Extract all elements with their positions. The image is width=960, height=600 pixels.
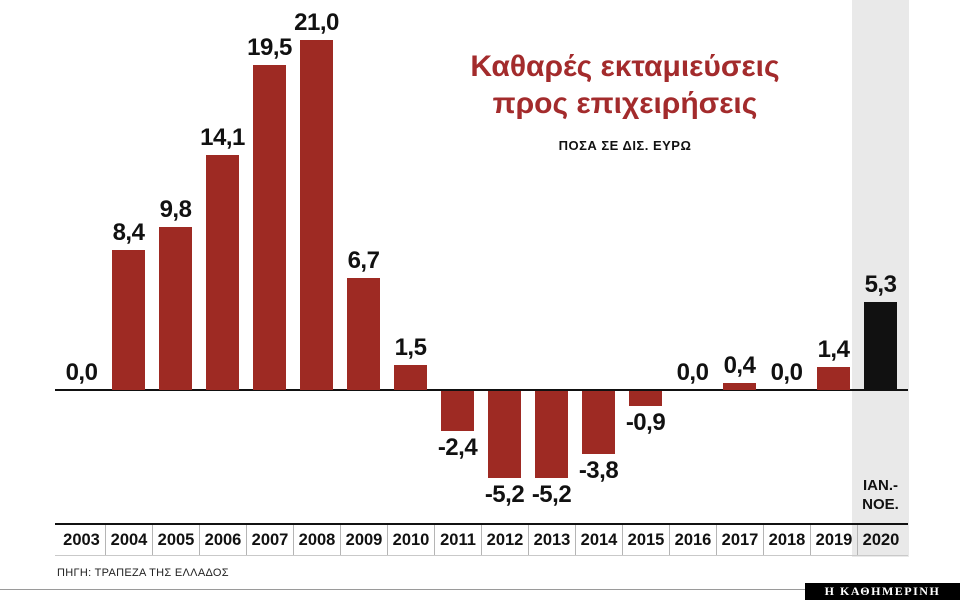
bar-2011 bbox=[441, 391, 474, 431]
year-label-2011: 2011 bbox=[434, 525, 481, 555]
year-label-2019: 2019 bbox=[810, 525, 857, 555]
value-label-2020: 5,3 bbox=[864, 270, 897, 298]
bar-2019 bbox=[817, 366, 850, 390]
year-label-2005: 2005 bbox=[152, 525, 199, 555]
year-label-2010: 2010 bbox=[387, 525, 434, 555]
value-label-2018: 0,0 bbox=[770, 359, 803, 386]
bar-2015 bbox=[629, 391, 662, 406]
chart-title-line-2: προς επιχειρήσεις bbox=[492, 87, 758, 120]
zero-baseline bbox=[55, 389, 908, 391]
bar-2020 bbox=[864, 301, 897, 390]
x-axis-year-row: 2003 2004 2005 2006 2007 2008 2009 2010 2011 2012… bbox=[55, 523, 908, 556]
value-label-2017: 0,4 bbox=[723, 352, 756, 380]
bar-2005 bbox=[159, 226, 192, 390]
year-label-2012: 2012 bbox=[481, 525, 528, 555]
year-label-2004: 2004 bbox=[105, 525, 152, 555]
footer-divider bbox=[0, 589, 960, 590]
value-label-2007: 19,5 bbox=[247, 34, 292, 61]
value-label-2012: -5,2 bbox=[484, 480, 525, 508]
chart-title-block: Καθαρές εκταμιεύσεις προς επιχειρήσεις Π… bbox=[440, 48, 810, 153]
highlight-period-label: ΙΑΝ.- ΝΟΕ. bbox=[862, 477, 899, 513]
bar-2008 bbox=[300, 40, 333, 390]
value-label-2011: -2,4 bbox=[437, 434, 478, 461]
year-label-2009: 2009 bbox=[340, 525, 387, 555]
year-label-2016: 2016 bbox=[669, 525, 716, 555]
year-label-2020: 2020 bbox=[857, 525, 904, 555]
value-label-2006: 14,1 bbox=[200, 124, 245, 151]
year-label-2014: 2014 bbox=[575, 525, 622, 555]
year-label-2017: 2017 bbox=[716, 525, 763, 555]
bar-2006 bbox=[206, 155, 239, 390]
year-label-2013: 2013 bbox=[528, 525, 575, 555]
year-label-2018: 2018 bbox=[763, 525, 810, 555]
value-label-2016: 0,0 bbox=[676, 359, 709, 386]
chart-subtitle: ΠΟΣΑ ΣΕ ΔΙΣ. ΕΥΡΩ bbox=[558, 138, 692, 153]
year-label-2008: 2008 bbox=[293, 525, 340, 555]
source-note: ΠΗΓΗ: ΤΡΑΠΕΖΑ ΤΗΣ ΕΛΛΑΔΟΣ bbox=[57, 567, 229, 579]
highlight-column-background bbox=[852, 0, 909, 557]
bar-2007 bbox=[253, 65, 286, 390]
value-label-2008: 21,0 bbox=[294, 9, 339, 36]
value-label-2010: 1,5 bbox=[394, 334, 427, 361]
bar-2010 bbox=[394, 365, 427, 390]
year-label-2003: 2003 bbox=[63, 531, 100, 549]
bar-2012 bbox=[488, 391, 521, 478]
year-label-2006: 2006 bbox=[199, 525, 246, 555]
value-label-2014: -3,8 bbox=[578, 457, 619, 485]
value-label-2004: 8,4 bbox=[112, 219, 145, 246]
value-label-2019: 1,4 bbox=[817, 335, 850, 363]
bar-2004 bbox=[112, 250, 145, 390]
bar-2017 bbox=[723, 383, 756, 390]
bar-2014 bbox=[582, 391, 615, 455]
value-label-2009: 6,7 bbox=[347, 247, 380, 275]
year-label-2007: 2007 bbox=[246, 525, 293, 555]
year-label-2015: 2015 bbox=[622, 525, 669, 555]
bar-2009 bbox=[347, 278, 380, 390]
bar-2013 bbox=[535, 391, 568, 478]
value-label-2013: -5,2 bbox=[531, 480, 572, 508]
value-label-2015: -0,9 bbox=[625, 409, 666, 436]
value-label-2003: 0,0 bbox=[65, 359, 98, 386]
newspaper-logo: Η ΚΑΘΗΜΕΡΙΝΗ bbox=[805, 583, 960, 600]
chart-title-line-1: Καθαρές εκταμιεύσεις bbox=[470, 50, 780, 83]
value-label-2005: 9,8 bbox=[159, 195, 192, 223]
